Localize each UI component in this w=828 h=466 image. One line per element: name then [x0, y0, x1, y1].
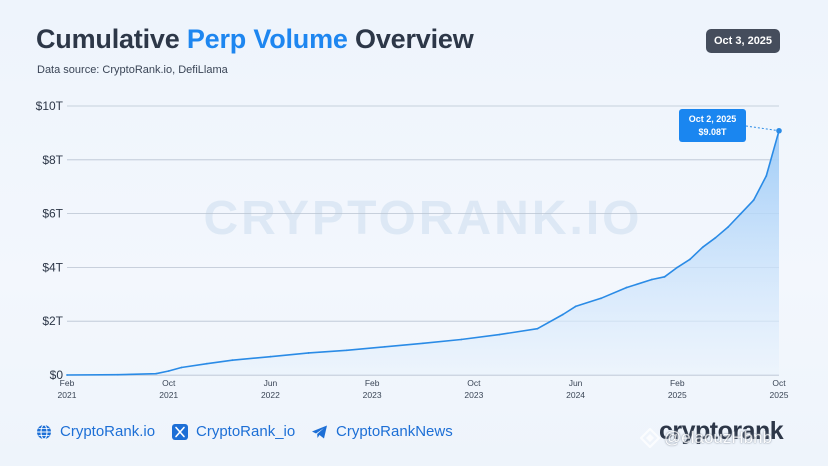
x-tick-label-year: 2021: [58, 390, 77, 400]
footer-website-link[interactable]: CryptoRank.io: [36, 423, 155, 440]
x-tick-label-year: 2025: [668, 390, 687, 400]
data-point: [422, 342, 424, 345]
data-source: Data source: CryptoRank.io, DefiLlama: [37, 64, 228, 76]
y-tick-label: $0: [50, 368, 64, 382]
x-tick-label-month: Oct: [162, 378, 176, 388]
data-point: [180, 366, 183, 369]
title-part-1: Cumulative: [36, 24, 180, 54]
x-tick-label-month: Oct: [772, 378, 786, 388]
watermark-handle-text: @elaouzHbnb: [664, 428, 772, 447]
title-part-2: Overview: [355, 24, 474, 54]
footer-telegram-link[interactable]: CryptoRankNews: [311, 423, 453, 440]
footer-x-link[interactable]: CryptoRank_io: [172, 423, 295, 440]
series-area: [67, 130, 779, 375]
footer-telegram-label: CryptoRankNews: [336, 423, 453, 440]
series-line: [66, 130, 780, 376]
x-tick-label-month: Feb: [670, 378, 685, 388]
data-point: [574, 305, 577, 308]
x-tick-label-year: 2024: [566, 390, 585, 400]
annotation-date: Oct 2, 2025: [689, 114, 737, 124]
y-tick-label: $10T: [36, 99, 64, 113]
data-point: [460, 338, 463, 341]
data-point: [383, 345, 386, 348]
x-tick-label-month: Jun: [569, 378, 583, 388]
data-point: [536, 327, 539, 330]
data-point: [269, 355, 272, 358]
x-tick-label-year: 2021: [159, 390, 178, 400]
x-tick-label-month: Feb: [60, 378, 75, 388]
data-point: [66, 374, 68, 376]
annotation-leader: [745, 125, 780, 132]
chart-title: Cumulative Perp Volume Overview: [36, 24, 474, 55]
watermark-handle: @elaouzHbnb: [640, 428, 772, 448]
data-point: [714, 236, 717, 239]
footer-x-label: CryptoRank_io: [196, 423, 296, 440]
data-point: [307, 352, 310, 354]
x-tick-label-year: 2023: [464, 390, 483, 400]
data-point: [116, 373, 119, 376]
title-accent: Perp Volume: [186, 24, 348, 54]
data-point: [701, 246, 704, 249]
data-point: [561, 313, 564, 316]
x-tick-label-year: 2022: [261, 390, 280, 400]
x-tick-label-year: 2025: [770, 390, 789, 400]
footer-website-label: CryptoRank.io: [60, 423, 156, 440]
data-point: [676, 266, 679, 269]
data-point: [345, 349, 348, 352]
data-point: [231, 359, 234, 362]
brand-logo: cryptorank: [659, 417, 784, 445]
diamond-logo-icon: [640, 428, 660, 448]
data-point: [650, 278, 653, 281]
telegram-icon: [312, 425, 327, 438]
y-tick-label: $4T: [42, 260, 63, 274]
date-badge: Oct 3, 2025: [706, 29, 780, 53]
globe-icon: [37, 424, 51, 439]
data-point: [167, 370, 170, 372]
y-tick-label: $8T: [42, 153, 63, 167]
data-point: [155, 372, 157, 375]
chart-watermark: CRYPTORANK.IO: [203, 192, 642, 245]
x-tick-label-month: Feb: [365, 378, 380, 388]
x-tick-label-year: 2023: [363, 390, 382, 400]
annotation-value: $9.08T: [698, 127, 727, 137]
data-point: [689, 258, 691, 261]
x-tick-label-month: Jun: [264, 378, 278, 388]
data-point: [765, 175, 768, 177]
x-tick-label-month: Oct: [467, 378, 481, 388]
y-tick-label: $2T: [42, 314, 63, 328]
data-point: [727, 226, 730, 228]
x-logo-icon: [172, 423, 188, 440]
data-point: [625, 286, 628, 289]
y-tick-label: $6T: [42, 207, 63, 221]
data-point: [498, 333, 501, 336]
annotation-box: [679, 109, 746, 142]
data-point: [663, 275, 666, 278]
data-point: [600, 297, 602, 300]
data-point: [752, 199, 755, 202]
data-point: [739, 212, 742, 215]
data-point: [205, 362, 208, 365]
